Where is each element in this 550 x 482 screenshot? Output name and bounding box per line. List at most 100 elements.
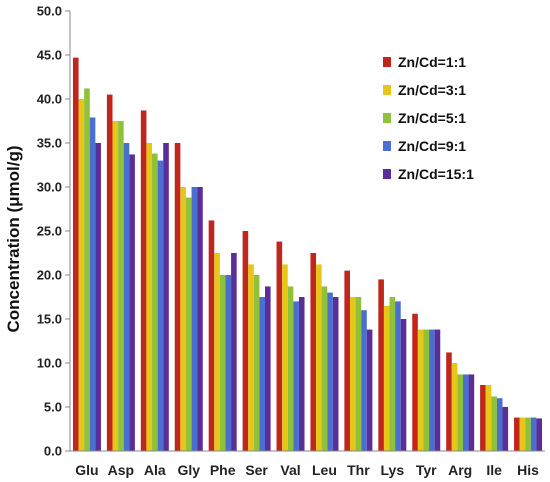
bar-ser-series-3 bbox=[253, 275, 260, 451]
y-tick-label: 45.0 bbox=[37, 48, 62, 63]
bar-ile-series-5 bbox=[502, 407, 509, 451]
bar-ser-series-4 bbox=[259, 297, 266, 451]
bars-group bbox=[72, 57, 543, 451]
legend: Zn/Cd=1:1 Zn/Cd=3:1 Zn/Cd=5:1 Zn/Cd=9:1 Zn/C… bbox=[383, 54, 474, 182]
bar-ser-series-2 bbox=[248, 264, 254, 451]
legend-label: Zn/Cd=1:1 bbox=[398, 54, 466, 70]
legend-swatch bbox=[383, 169, 391, 179]
bar-his-series-5 bbox=[536, 418, 543, 451]
bar-glu-series-3 bbox=[84, 88, 90, 451]
bar-phe-series-3 bbox=[219, 275, 226, 451]
bar-gly-series-4 bbox=[191, 187, 198, 451]
bar-thr-series-4 bbox=[361, 310, 367, 451]
bar-ala-series-1 bbox=[140, 110, 147, 451]
x-tick-label: Phe bbox=[210, 462, 236, 478]
bar-tyr-series-2 bbox=[417, 329, 424, 451]
legend-label: Zn/Cd=3:1 bbox=[398, 82, 466, 98]
bar-arg-series-2 bbox=[451, 363, 458, 451]
bar-val-series-3 bbox=[287, 286, 294, 451]
bar-lys-series-3 bbox=[389, 297, 396, 451]
legend-swatch bbox=[383, 57, 391, 67]
bar-ala-series-3 bbox=[152, 153, 158, 451]
bar-thr-series-2 bbox=[349, 297, 356, 451]
bar-glu-series-4 bbox=[89, 117, 96, 451]
bar-leu-series-3 bbox=[321, 286, 328, 451]
y-tick-label: 5.0 bbox=[44, 400, 62, 415]
x-tick-label: Glu bbox=[75, 462, 98, 478]
x-tick-label: Thr bbox=[347, 462, 370, 478]
bar-leu-series-4 bbox=[327, 292, 333, 451]
y-ticks-group: 0.0 5.0 10.0 15.0 20.0 25.0 30.0 35.0 40.0 45.0 50… bbox=[37, 4, 70, 459]
x-tick-label: Ser bbox=[245, 462, 268, 478]
bar-ser-series-5 bbox=[265, 286, 271, 451]
bar-his-series-4 bbox=[530, 417, 537, 451]
bar-val-series-2 bbox=[282, 264, 288, 451]
bar-val-series-1 bbox=[276, 241, 283, 451]
bar-phe-series-2 bbox=[214, 253, 220, 451]
bar-glu-series-1 bbox=[72, 57, 79, 451]
bar-asp-series-3 bbox=[118, 121, 124, 451]
bar-lys-series-4 bbox=[395, 301, 401, 451]
bar-asp-series-5 bbox=[129, 154, 135, 451]
bar-gly-series-1 bbox=[174, 143, 181, 451]
bar-asp-series-1 bbox=[106, 94, 113, 451]
bar-glu-series-2 bbox=[78, 99, 85, 451]
x-tick-label: Tyr bbox=[416, 462, 437, 478]
y-tick-label: 30.0 bbox=[37, 180, 62, 195]
bar-lys-series-2 bbox=[383, 305, 390, 451]
bar-his-series-2 bbox=[519, 417, 526, 451]
bar-ala-series-2 bbox=[146, 143, 153, 451]
bar-phe-series-4 bbox=[225, 275, 232, 451]
bar-thr-series-5 bbox=[366, 329, 373, 451]
bar-thr-series-1 bbox=[344, 270, 350, 451]
bar-leu-series-5 bbox=[332, 297, 339, 451]
bar-ser-series-1 bbox=[242, 231, 249, 451]
y-tick-label: 15.0 bbox=[37, 312, 62, 327]
legend-label: Zn/Cd=9:1 bbox=[398, 138, 466, 154]
y-tick-label: 20.0 bbox=[37, 268, 62, 283]
bar-ile-series-3 bbox=[491, 396, 497, 451]
x-tick-label: His bbox=[517, 462, 539, 478]
bar-ile-series-2 bbox=[485, 385, 492, 451]
y-tick-label: 35.0 bbox=[37, 136, 62, 151]
x-tick-label: Ile bbox=[486, 462, 502, 478]
bar-leu-series-1 bbox=[310, 253, 317, 451]
x-tick-label: Asp bbox=[108, 462, 134, 478]
bar-arg-series-4 bbox=[462, 374, 469, 451]
x-tick-label: Leu bbox=[312, 462, 337, 478]
bar-gly-series-3 bbox=[185, 197, 192, 451]
y-tick-label: 40.0 bbox=[37, 92, 62, 107]
legend-swatch bbox=[383, 141, 391, 151]
bar-tyr-series-1 bbox=[412, 313, 418, 451]
bar-phe-series-1 bbox=[208, 220, 215, 451]
bar-arg-series-3 bbox=[457, 374, 463, 451]
x-tick-label: Lys bbox=[381, 462, 405, 478]
legend-label: Zn/Cd=5:1 bbox=[398, 110, 466, 126]
bar-phe-series-5 bbox=[231, 253, 237, 451]
bar-tyr-series-4 bbox=[429, 329, 435, 451]
bar-thr-series-3 bbox=[355, 297, 362, 451]
bar-ile-series-1 bbox=[480, 385, 486, 451]
bar-ile-series-4 bbox=[496, 398, 503, 451]
y-tick-label: 10.0 bbox=[37, 356, 62, 371]
bar-ala-series-5 bbox=[163, 143, 169, 451]
bar-glu-series-5 bbox=[95, 143, 101, 451]
bar-leu-series-2 bbox=[316, 264, 322, 451]
y-tick-label: 50.0 bbox=[37, 4, 62, 19]
y-tick-label: 25.0 bbox=[37, 224, 62, 239]
bar-val-series-5 bbox=[298, 297, 305, 451]
legend-label: Zn/Cd=15:1 bbox=[398, 166, 474, 182]
x-tick-label: Val bbox=[280, 462, 300, 478]
bar-gly-series-5 bbox=[197, 187, 203, 451]
x-tick-label: Gly bbox=[177, 462, 200, 478]
bar-arg-series-5 bbox=[468, 374, 475, 451]
bar-tyr-series-3 bbox=[423, 329, 430, 451]
bar-tyr-series-5 bbox=[434, 329, 441, 451]
bar-his-series-3 bbox=[525, 417, 531, 451]
bar-asp-series-2 bbox=[112, 121, 119, 451]
y-tick-label: 0.0 bbox=[44, 444, 62, 459]
legend-swatch bbox=[383, 113, 391, 123]
bar-arg-series-1 bbox=[446, 352, 452, 451]
x-tick-label: Ala bbox=[144, 462, 166, 478]
